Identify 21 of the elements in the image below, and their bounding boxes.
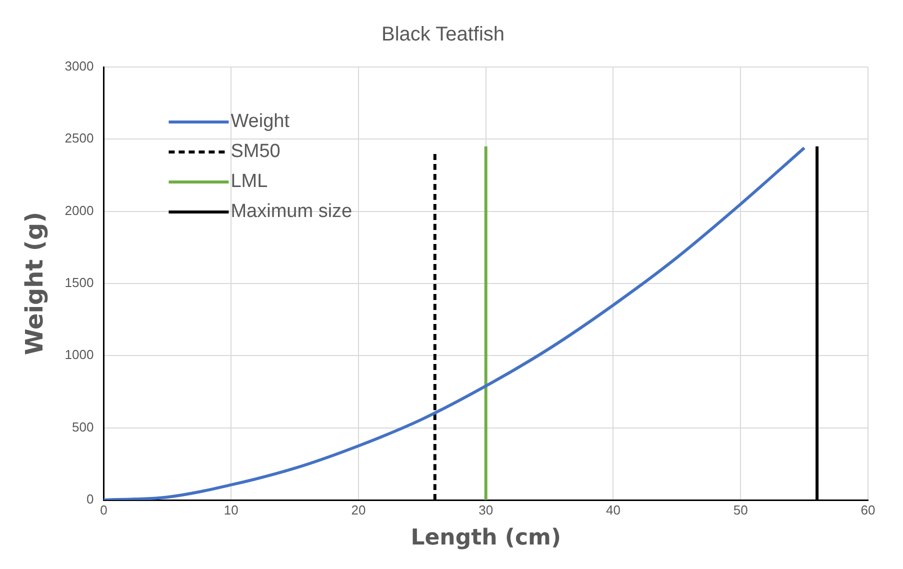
x-tick-label: 10 bbox=[224, 502, 238, 518]
x-tick-label: 60 bbox=[860, 502, 876, 518]
x-tick-label: 40 bbox=[606, 502, 620, 518]
chart-title: Black Teatfish bbox=[381, 24, 505, 46]
y-tick-label: 0 bbox=[86, 492, 94, 507]
y-tick-label: 500 bbox=[72, 419, 94, 434]
x-axis-title: Length (cm) bbox=[410, 526, 561, 551]
x-tick-label: 20 bbox=[351, 502, 366, 518]
legend-label: LML bbox=[230, 171, 268, 192]
legend-label: Weight bbox=[230, 111, 290, 132]
y-axis-title: Weight (g) bbox=[20, 212, 49, 356]
legend-label: Maximum size bbox=[230, 201, 352, 222]
y-tick-label: 3000 bbox=[64, 58, 94, 74]
x-tick-label: 50 bbox=[733, 502, 748, 518]
legend-label: SM50 bbox=[230, 141, 280, 162]
y-tick-label: 1000 bbox=[64, 347, 94, 362]
y-tick-label: 1500 bbox=[64, 275, 94, 290]
y-tick-label: 2000 bbox=[64, 202, 94, 218]
x-tick-label: 0 bbox=[100, 502, 108, 518]
x-tick-label: 30 bbox=[478, 502, 494, 518]
y-tick-label: 2500 bbox=[64, 130, 94, 146]
